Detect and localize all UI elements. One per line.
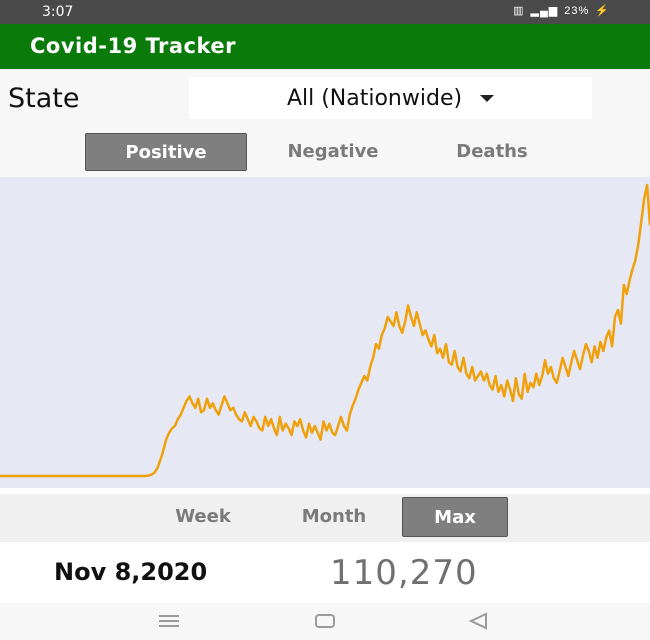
status-time: 3:07 [42,4,74,20]
state-dropdown[interactable]: All (Nationwide) [189,77,592,119]
range-month-button[interactable]: Month [280,497,388,535]
volte-icon: ▥ [513,5,525,17]
metric-tabs: Positive Negative Deaths [0,129,650,177]
recents-button[interactable] [156,611,182,631]
app-title: Covid-19 Tracker [30,34,237,58]
home-icon [315,614,335,628]
tab-positive-label: Positive [125,141,207,163]
range-tabs: Week Month Max [0,494,650,542]
back-button[interactable] [466,611,492,631]
summary-row: Nov 8,2020 110,270 [0,545,650,603]
summary-value: 110,270 [330,553,478,593]
menu-icon [159,615,179,627]
system-nav-bar [0,603,650,640]
tab-positive[interactable]: Positive [85,133,247,171]
range-max-button[interactable]: Max [402,497,508,537]
tab-deaths-label: Deaths [456,140,528,162]
range-month-label: Month [301,505,367,527]
state-label: State [8,83,80,114]
state-selected-value: All (Nationwide) [286,85,463,111]
signal-icon: ▂▄▆ [530,5,559,17]
cases-chart [0,177,650,488]
tab-negative[interactable]: Negative [258,133,408,169]
status-bar: 3:07 ▥ ▂▄▆ 23% ⚡ [0,0,650,24]
tab-deaths[interactable]: Deaths [426,133,558,169]
tab-negative-label: Negative [287,140,379,162]
range-max-label: Max [434,506,476,528]
charging-icon: ⚡ [595,5,610,17]
home-button[interactable] [312,611,338,631]
state-row: State All (Nationwide) [0,69,650,129]
positive-cases-series-line [0,183,650,478]
dropdown-arrow-icon [480,94,495,102]
status-icons: ▥ ▂▄▆ 23% ⚡ [513,4,610,18]
app-bar: Covid-19 Tracker [0,24,650,69]
back-icon [468,612,487,630]
cases-line-chart [0,183,650,478]
range-week-label: Week [175,505,231,527]
battery-percent: 23% [564,4,590,17]
range-week-button[interactable]: Week [153,497,253,535]
summary-date: Nov 8,2020 [54,558,208,586]
